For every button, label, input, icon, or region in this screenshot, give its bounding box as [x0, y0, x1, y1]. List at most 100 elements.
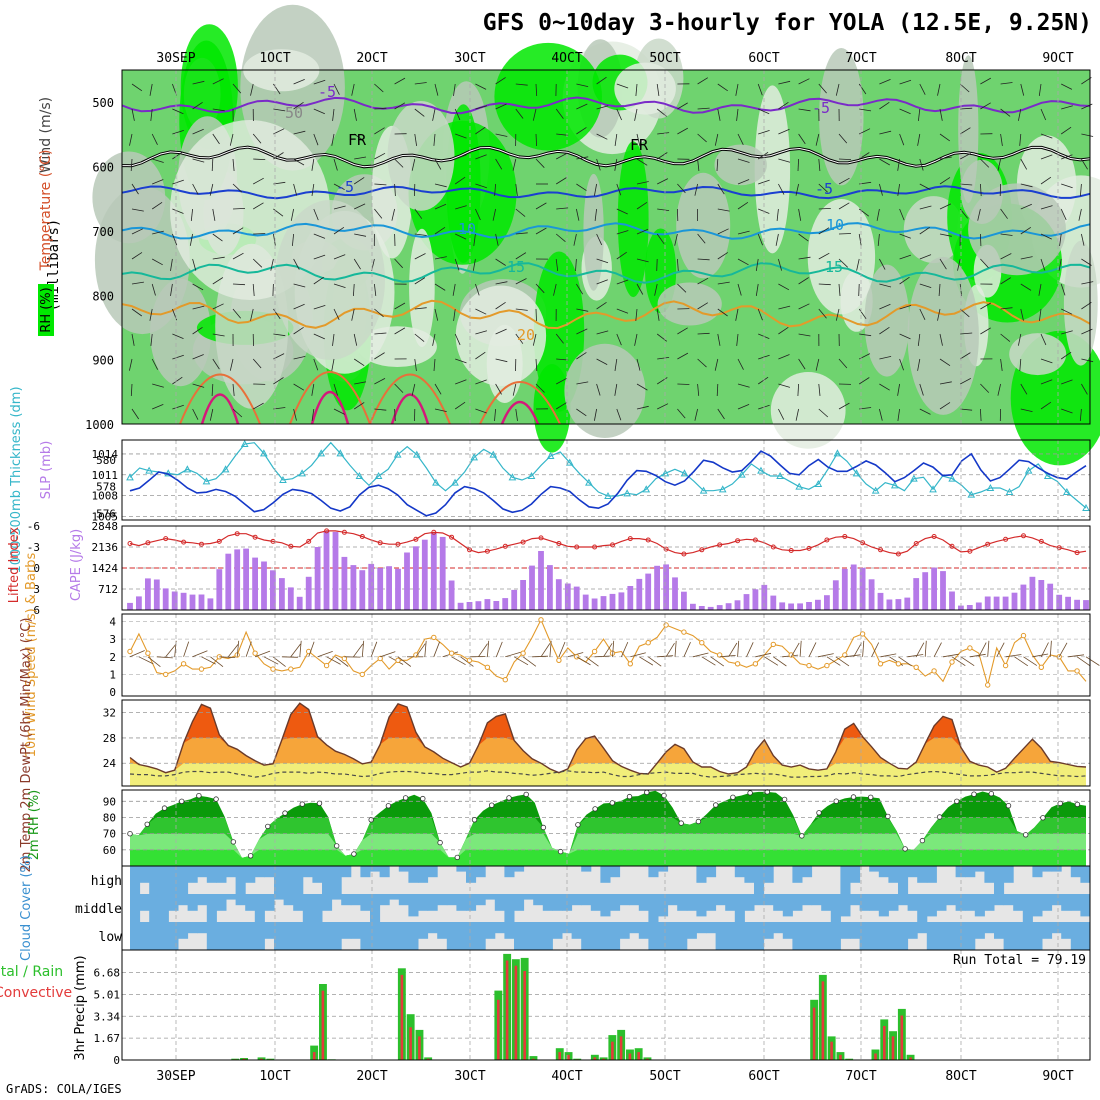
- wind-barb: [879, 183, 883, 196]
- precip-convective-bar: [874, 1053, 877, 1060]
- cloud-cell-low: [1042, 922, 1053, 939]
- temp-axis-label: 2m Temp 2m DewPt (6hr Min/Max) (°C): [19, 618, 34, 873]
- cloud-cell-middle: [658, 894, 669, 917]
- wind-barb: [333, 83, 340, 95]
- wind-barb: [475, 83, 487, 90]
- wind-barb: [1018, 108, 1022, 121]
- cape-bar: [690, 603, 696, 610]
- cloud-cell-low: [1032, 922, 1043, 950]
- rh2m-point: [351, 851, 357, 857]
- cloud-cell-high: [456, 866, 467, 872]
- cloud-cell-high: [283, 866, 294, 894]
- wind-barb: [232, 308, 242, 319]
- temp-area-mild: [130, 763, 1086, 786]
- wind-barb: [515, 108, 524, 119]
- wind-barb: [290, 208, 294, 221]
- wind-barb-10m: [299, 640, 302, 657]
- wind-barb: [394, 158, 404, 168]
- cloud-cell-low: [149, 922, 160, 950]
- wind-barb: [835, 83, 840, 96]
- wind-barb: [1000, 253, 1012, 260]
- cape-bar: [922, 572, 929, 610]
- warm-contour: [289, 371, 371, 425]
- wind-barb: [495, 77, 506, 85]
- wind-barb: [332, 333, 335, 346]
- wind-barb: [594, 208, 597, 221]
- wind-barb: [576, 208, 580, 221]
- rh2m-point: [489, 802, 495, 808]
- wind-barb-10m: [1076, 656, 1091, 667]
- wind-barb: [778, 158, 791, 163]
- wind-barb: [433, 133, 436, 146]
- cloud-cell-high: [274, 866, 285, 894]
- thickness-point: [737, 470, 746, 478]
- wind-speed-point: [949, 659, 955, 665]
- wind-barb-10m: [647, 656, 662, 667]
- wind-barb: [798, 358, 806, 370]
- wind-speed-point: [466, 657, 473, 663]
- cloud-cell-middle: [773, 894, 784, 911]
- cloud-cell-low: [437, 922, 448, 939]
- lifted-index-point: [574, 544, 580, 550]
- wind-speed-point: [198, 666, 205, 672]
- wind-barb: [980, 183, 982, 197]
- wind-barb: [1040, 233, 1052, 240]
- wind-barb: [192, 101, 203, 110]
- wind-barb: [313, 233, 326, 239]
- wind-barb: [192, 408, 199, 420]
- cloud-cell-low: [715, 922, 726, 950]
- wind-barb: [475, 308, 487, 315]
- precip-convective-bar: [558, 1052, 561, 1060]
- wind-barb: [494, 183, 496, 197]
- thickness-point: [833, 449, 842, 457]
- cloud-cell-low: [792, 922, 803, 950]
- wind-barb: [1079, 408, 1082, 422]
- cloud-cell-middle: [706, 894, 717, 911]
- wind-barb: [798, 303, 810, 310]
- wind-barb: [755, 283, 759, 296]
- precip-convective-bar: [514, 965, 518, 1060]
- wind-barb: [131, 308, 143, 317]
- wind-barb: [677, 183, 686, 194]
- rh2m-point: [1022, 832, 1029, 838]
- cape-bar: [171, 591, 178, 610]
- cloud-cell-high: [408, 866, 419, 883]
- wind-barb: [576, 183, 587, 191]
- cloud-cell-high: [293, 866, 304, 894]
- thickness-point: [795, 482, 804, 490]
- cloud-cell-low: [350, 922, 361, 939]
- thickness-tick-label: 576: [96, 507, 116, 520]
- lifted-index-point: [127, 541, 133, 546]
- wind-barb: [273, 233, 276, 246]
- slp-tick-label: 1014: [92, 448, 119, 461]
- wind-barb: [495, 158, 503, 170]
- cloud-cell-low: [360, 922, 371, 950]
- wind-barb: [1039, 308, 1042, 321]
- wind-barb: [717, 83, 728, 92]
- wind-barb: [414, 208, 423, 219]
- cape-bar: [886, 599, 893, 610]
- wind-barb: [1060, 208, 1067, 221]
- wind-barb: [411, 158, 416, 171]
- rh2m-area-base: [130, 849, 1086, 866]
- wind-barb: [616, 279, 629, 285]
- wind-barb: [960, 152, 971, 160]
- wind-barb: [172, 333, 184, 339]
- time-label-top: 9OCT: [1042, 51, 1073, 66]
- cape-bar: [1056, 594, 1063, 610]
- wind-barb: [1078, 208, 1082, 221]
- wind-barb: [172, 130, 184, 135]
- thickness-point: [470, 453, 479, 461]
- wind-barb: [293, 183, 298, 196]
- wind-barb-10m: [844, 654, 861, 658]
- cloud-cell-low: [1061, 922, 1072, 939]
- wind-speed-point: [145, 650, 151, 656]
- rh2m-tick-label: 70: [103, 828, 116, 841]
- chart-title: GFS 0~10day 3-hourly for YOLA (12.5E, 9.…: [482, 10, 1092, 36]
- thickness-point: [623, 489, 631, 497]
- wind-barb: [716, 158, 719, 172]
- wind-barb: [899, 133, 905, 146]
- wind-barb: [394, 183, 396, 197]
- rh-patch: [807, 199, 876, 315]
- wind-barb: [495, 328, 507, 335]
